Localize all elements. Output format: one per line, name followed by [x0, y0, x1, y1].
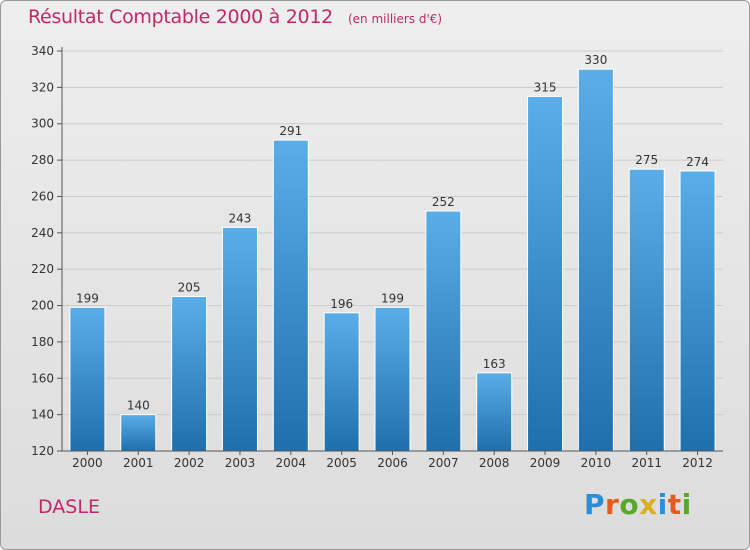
y-tick-label: 280: [31, 153, 54, 167]
y-tick-label: 200: [31, 299, 54, 313]
y-tick-label: 320: [31, 80, 54, 94]
bar: [323, 312, 360, 452]
data-label: 252: [432, 195, 455, 209]
x-tick-label: 2003: [225, 456, 256, 470]
x-tick-label: 2001: [123, 456, 154, 470]
data-label: 315: [534, 80, 557, 94]
x-tick-label: 2006: [377, 456, 408, 470]
bars: [69, 68, 716, 452]
bar: [120, 414, 157, 452]
brand-letter: x: [639, 488, 658, 521]
x-tick-label: 2011: [631, 456, 662, 470]
data-label: 199: [381, 291, 404, 305]
data-label: 199: [76, 291, 99, 305]
data-label: 196: [330, 297, 353, 311]
brand-letter: t: [667, 488, 682, 521]
x-tick-label: 2010: [581, 456, 612, 470]
x-tick-label: 2000: [72, 456, 103, 470]
brand-letter: P: [584, 488, 606, 521]
bar: [272, 139, 309, 452]
data-label: 275: [635, 153, 658, 167]
bar: [425, 210, 462, 452]
x-tick-label: 2012: [682, 456, 713, 470]
labels: 120 140 160 180 200 220 240 260 280 300 320 340 199 2…: [31, 44, 713, 470]
y-tick-label: 260: [31, 189, 54, 203]
y-tick-label: 140: [31, 408, 54, 422]
y-tick-label: 240: [31, 226, 54, 240]
y-tick-label: 340: [31, 44, 54, 58]
place-name: DASLE: [38, 496, 100, 518]
data-label: 163: [483, 357, 506, 371]
y-tick-label: 300: [31, 117, 54, 131]
y-tick-label: 180: [31, 335, 54, 349]
data-label: 291: [279, 124, 302, 138]
chart-title: Résultat Comptable 2000 à 2012: [28, 6, 333, 28]
x-tick-label: 2002: [174, 456, 205, 470]
x-tick-label: 2008: [479, 456, 510, 470]
y-tick-label: 220: [31, 262, 54, 276]
bar: [221, 226, 258, 452]
bar: [374, 306, 411, 452]
data-label: 140: [127, 399, 150, 413]
x-tick-label: 2004: [276, 456, 307, 470]
bar: [527, 95, 564, 452]
title-row: Résultat Comptable 2000 à 2012 (en milli…: [28, 6, 442, 28]
bar: [69, 306, 106, 452]
brand-letter: i: [681, 488, 692, 521]
axes: [57, 47, 723, 455]
bar: [679, 170, 716, 452]
bar: [171, 295, 208, 452]
x-tick-label: 2005: [326, 456, 357, 470]
x-tick-label: 2009: [530, 456, 561, 470]
x-tick-label: 2007: [428, 456, 459, 470]
data-label: 205: [178, 280, 201, 294]
brand-logo: Proxiti: [584, 488, 692, 521]
y-tick-label: 160: [31, 371, 54, 385]
y-tick-label: 120: [31, 444, 54, 458]
brand-letter: o: [619, 488, 640, 521]
data-label: 274: [686, 155, 709, 169]
brand-letter: r: [605, 488, 620, 521]
brand-letter: i: [657, 488, 668, 521]
bar: [476, 372, 513, 452]
bar: [577, 68, 614, 452]
data-label: 243: [229, 211, 252, 225]
data-label: 330: [584, 53, 607, 67]
chart-subtitle: (en milliers d'€): [347, 12, 443, 26]
bar: [628, 168, 665, 452]
